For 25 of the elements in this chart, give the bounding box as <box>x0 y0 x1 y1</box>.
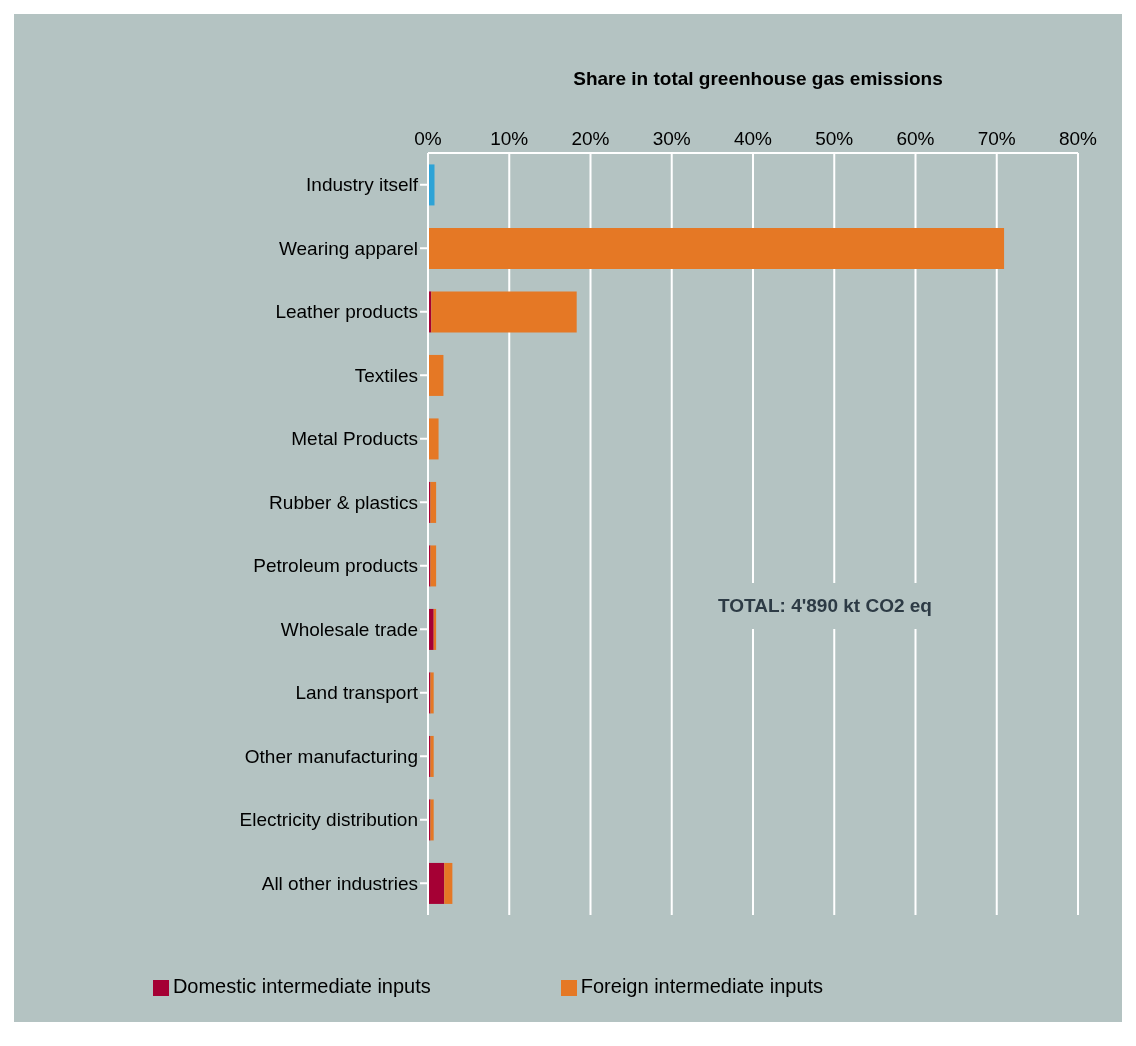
y-tick-label: Petroleum products <box>253 555 418 577</box>
y-tick-label: Wholesale trade <box>280 618 418 640</box>
legend-label: Foreign intermediate inputs <box>580 975 824 997</box>
x-tick-label: 0% <box>414 128 442 149</box>
x-tick-label: 10% <box>490 128 529 149</box>
y-tick-label: Wearing apparel <box>278 237 418 259</box>
x-tick-label: 70% <box>977 128 1016 149</box>
x-tick-label: 40% <box>733 128 773 149</box>
y-tick-label: Industry itself <box>306 174 419 196</box>
y-tick-label: All other industries <box>261 872 418 894</box>
x-tick-label: 30% <box>652 128 691 149</box>
x-tick-label: 80% <box>1058 128 1098 149</box>
y-tick-label: Rubber & plastics <box>269 491 418 513</box>
y-tick-label: Textiles <box>354 364 418 386</box>
x-tick-label: 60% <box>896 128 935 149</box>
y-tick-label: Electricity distribution <box>239 809 418 831</box>
annotation: TOTAL: 4'890 kt CO2 eq <box>708 583 942 629</box>
y-tick-label: Leather products <box>275 301 418 323</box>
legend-label: Domestic intermediate inputs <box>172 975 431 997</box>
y-tick-label: Metal Products <box>291 428 418 450</box>
x-axis-title: Share in total greenhouse gas emissions <box>572 68 944 90</box>
x-tick-label: 50% <box>815 128 854 149</box>
y-tick-label: Land transport <box>295 682 419 704</box>
x-tick-label: 20% <box>571 128 610 149</box>
y-tick-label: Other manufacturing <box>244 745 418 767</box>
